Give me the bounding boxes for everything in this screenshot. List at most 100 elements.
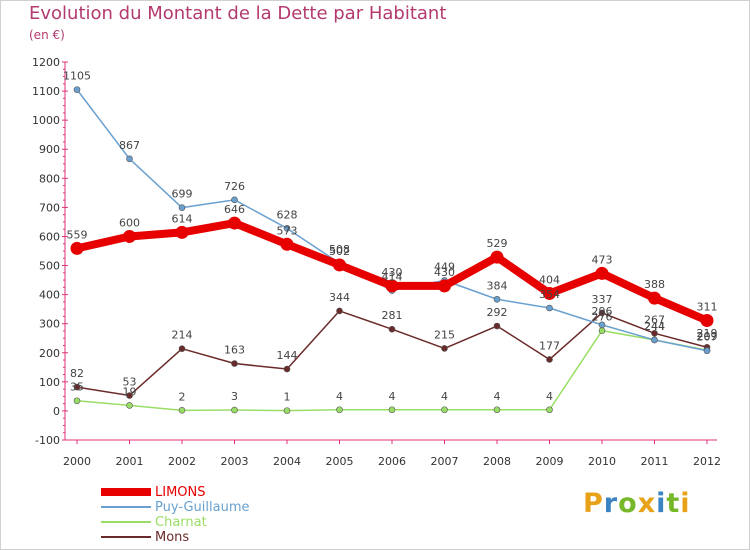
data-label-puy-guillaume: 207 [697, 331, 718, 344]
data-point-limons [490, 250, 504, 264]
data-label-charnat: 4 [546, 390, 553, 403]
data-label-mons: 292 [487, 306, 508, 319]
data-point-limons [385, 279, 399, 293]
data-label-limons: 473 [592, 253, 613, 266]
y-tick-label: 700 [39, 201, 60, 214]
data-point-limons [700, 313, 714, 327]
x-tick-label: 2012 [693, 455, 721, 468]
data-point-mons [598, 309, 606, 317]
y-tick-label: 100 [39, 376, 60, 389]
y-tick-label: 300 [39, 318, 60, 331]
data-label-charnat: 35 [70, 381, 84, 394]
data-label-mons: 82 [70, 367, 84, 380]
data-label-puy-guillaume: 354 [539, 288, 560, 301]
data-point-puy-guillaume [598, 321, 606, 329]
data-label-mons: 337 [592, 293, 613, 306]
data-label-limons: 573 [277, 224, 298, 237]
legend-label: Puy-Guillaume [155, 500, 250, 515]
data-label-puy-guillaume: 628 [277, 208, 298, 221]
x-tick-label: 2010 [588, 455, 616, 468]
data-label-mons: 281 [382, 309, 403, 322]
data-point-mons [73, 383, 81, 391]
data-label-charnat: 4 [441, 390, 448, 403]
data-label-puy-guillaume: 449 [434, 260, 455, 273]
data-label-limons: 600 [119, 216, 140, 229]
data-label-mons: 344 [329, 291, 350, 304]
data-label-charnat: 244 [644, 320, 665, 333]
data-label-limons: 430 [382, 266, 403, 279]
legend-swatch [101, 521, 151, 523]
legend-label: Mons [155, 530, 190, 545]
legend-label: Charnat [155, 515, 207, 530]
legend-swatch [101, 488, 151, 496]
data-label-mons: 214 [172, 329, 193, 342]
data-label-limons: 311 [697, 300, 718, 313]
data-label-limons: 646 [224, 203, 245, 216]
data-point-mons [231, 360, 238, 367]
data-point-limons [280, 237, 294, 251]
data-point-puy-guillaume [231, 196, 238, 204]
logo-letter: o [618, 488, 638, 519]
data-label-charnat: 209 [697, 330, 718, 343]
data-point-charnat [493, 406, 501, 414]
data-point-mons [441, 345, 448, 352]
x-tick-label: 2008 [483, 455, 511, 468]
data-point-charnat [73, 397, 81, 405]
data-label-mons: 177 [539, 339, 560, 352]
data-label-puy-guillaume: 414 [382, 271, 403, 284]
data-point-puy-guillaume [546, 304, 553, 312]
data-point-limons [175, 225, 189, 239]
x-tick-label: 2004 [273, 455, 301, 468]
data-point-charnat [598, 327, 606, 334]
data-point-puy-guillaume [283, 225, 291, 232]
data-label-charnat: 4 [389, 390, 396, 403]
data-label-mons: 267 [644, 313, 665, 326]
chart-unit-label: (en €) [29, 28, 65, 42]
logo-letter: i [656, 488, 667, 519]
data-point-limons [333, 258, 346, 272]
data-point-mons [493, 322, 501, 330]
x-tick-label: 2007 [431, 455, 459, 468]
data-label-puy-guillaume: 699 [172, 188, 193, 201]
data-label-limons: 404 [539, 273, 560, 286]
data-point-limons [438, 279, 451, 293]
data-label-charnat: 276 [592, 311, 613, 324]
data-label-puy-guillaume: 244 [644, 320, 665, 333]
data-point-puy-guillaume [126, 155, 133, 163]
x-tick-label: 2003 [221, 455, 249, 468]
data-point-limons [70, 241, 84, 255]
data-label-puy-guillaume: 508 [329, 243, 350, 256]
data-label-puy-guillaume: 1105 [63, 70, 91, 83]
y-tick-label: 1200 [32, 56, 60, 69]
data-label-puy-guillaume: 726 [224, 180, 245, 193]
legend-label: LIMONS [155, 485, 206, 500]
x-tick-label: 2009 [536, 455, 564, 468]
data-point-limons [123, 229, 136, 243]
data-point-charnat [178, 407, 186, 414]
data-point-mons [283, 365, 291, 373]
data-point-mons [336, 307, 343, 315]
data-label-puy-guillaume: 867 [119, 139, 140, 152]
data-label-charnat: 4 [336, 390, 343, 403]
logo-letter: r [603, 488, 619, 519]
data-label-mons: 219 [697, 327, 718, 340]
data-label-mons: 163 [224, 344, 245, 357]
y-tick-label: 200 [39, 347, 60, 360]
data-label-limons: 529 [487, 237, 508, 250]
data-point-charnat [336, 406, 343, 414]
data-point-puy-guillaume [703, 347, 711, 355]
y-tick-label: 0 [53, 405, 60, 418]
data-point-limons [648, 291, 661, 305]
data-point-charnat [126, 402, 133, 409]
data-label-charnat: 19 [123, 385, 137, 398]
x-tick-label: 2005 [326, 455, 354, 468]
data-point-limons [228, 216, 241, 230]
data-label-mons: 53 [123, 376, 137, 389]
data-label-limons: 388 [644, 278, 665, 291]
data-point-charnat [546, 406, 553, 414]
logo-letter: t [666, 488, 681, 519]
data-label-mons: 215 [434, 328, 455, 341]
data-point-charnat [388, 406, 396, 414]
